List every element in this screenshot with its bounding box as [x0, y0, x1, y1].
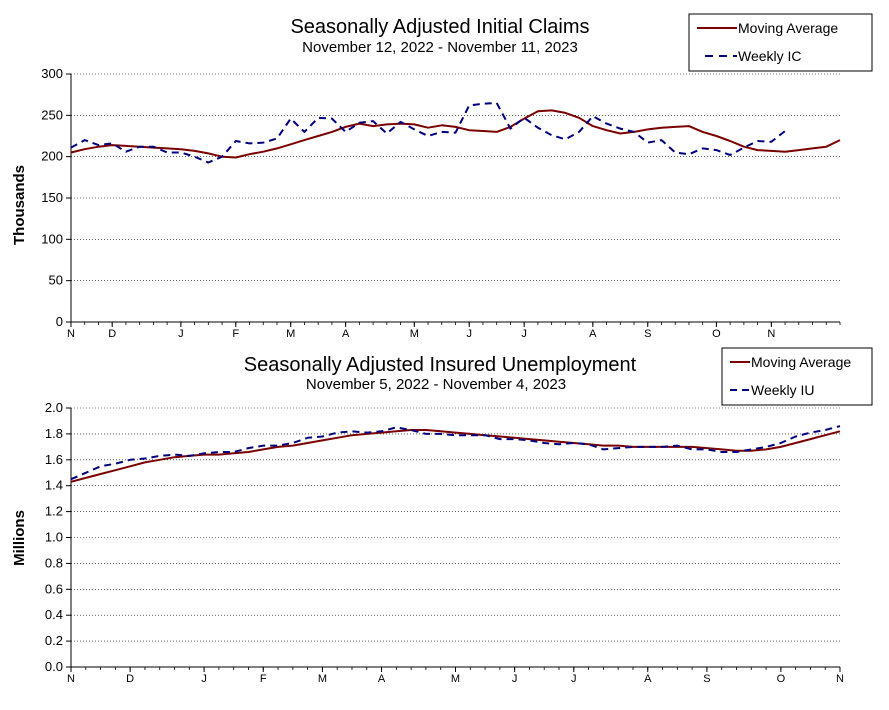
chart1-x-tick-label: O [712, 328, 721, 340]
chart2-x-tick-label: J [571, 673, 577, 685]
chart1-x-tick-label: M [410, 328, 419, 340]
chart2-x-tick-label: J [201, 673, 207, 685]
chart1-x-tick-label: N [767, 328, 775, 340]
chart2-x-tick-label: D [126, 673, 134, 685]
chart2-y-tick-label: 1.6 [45, 452, 63, 467]
chart2-x-tick-label: F [260, 673, 267, 685]
chart1-x-tick-label: M [286, 328, 295, 340]
chart1-legend-box [688, 13, 873, 72]
chart1-y-tick-label: 250 [41, 107, 63, 122]
chart1-legend-weekly-ic: Weekly IC [738, 48, 802, 64]
chart1-x-tick-label: J [178, 328, 184, 340]
chart2-plot: 0.0 0.2 0.4 0.6 0.8 1.0 1.2 1.4 1.6 1.8 2.0 N D J F M A M… [45, 400, 844, 685]
chart2-x-tick-label: N [836, 673, 844, 685]
chart1-y-tick-label: 100 [41, 231, 63, 246]
chart2-x-tick-label: M [318, 673, 327, 685]
chart1-y-axis-label: Thousands [11, 165, 28, 245]
chart2-x-tick-label: S [703, 673, 710, 685]
chart2-series-moving-average [70, 429, 841, 483]
chart2-y-tick-label: 0.4 [45, 607, 63, 622]
chart2-subtitle: November 5, 2022 - November 4, 2023 [306, 376, 566, 393]
chart2-title: Seasonally Adjusted Insured Unemployment [244, 354, 637, 376]
chart1-x-tick-label: F [232, 328, 239, 340]
chart1-x-tick-label: J [466, 328, 472, 340]
chart2-x-tick-label: O [777, 673, 786, 685]
chart2-y-tick-label: 1.2 [45, 504, 63, 519]
chart2-y-tick-label: 1.0 [45, 530, 63, 545]
chart2-y-tick-label: 1.8 [45, 426, 63, 441]
chart2-x-tick-label: J [512, 673, 518, 685]
chart2-legend: Moving Average Weekly IU [721, 347, 873, 406]
chart1-legend-moving-average: Moving Average [738, 20, 838, 36]
chart2-x-tick-label: A [378, 673, 386, 685]
chart2-series-weekly-iu [70, 425, 841, 481]
chart1-title: Seasonally Adjusted Initial Claims [290, 16, 589, 38]
chart1-y-tick-label: 50 [49, 273, 63, 288]
chart1-series-weekly-ic [70, 101, 786, 164]
chart1-plot: 0 50 100 150 200 250 300 N D J F M A M J J A S O N [41, 66, 841, 340]
chart2-legend-moving-average: Moving Average [751, 354, 851, 370]
chart1-x-tick-label: S [644, 328, 651, 340]
chart2-y-tick-label: 0.2 [45, 633, 63, 648]
chart1-series-moving-average [70, 109, 841, 159]
chart1-subtitle: November 12, 2022 - November 11, 2023 [302, 39, 578, 56]
chart1-y-tick-label: 0 [56, 314, 63, 329]
plot-areas: 0 50 100 150 200 250 300 N D J F M A M J J A S O N 0.0 0.2 0.4… [41, 66, 844, 685]
chart1-y-tick-label: 300 [41, 66, 63, 81]
chart2-y-tick-label: 0.8 [45, 555, 63, 570]
chart1-legend: Moving Average Weekly IC [688, 13, 873, 72]
chart2-y-axis-label: Millions [11, 510, 28, 566]
chart1-x-tick-label: D [108, 328, 116, 340]
chart2-y-tick-label: 0.0 [45, 659, 63, 674]
chart1-x-tick-label: A [342, 328, 350, 340]
chart1-y-tick-label: 200 [41, 149, 63, 164]
chart2-legend-box [721, 347, 873, 406]
chart2-x-tick-label: M [451, 673, 460, 685]
chart2-legend-weekly-iu: Weekly IU [751, 382, 815, 398]
chart2-x-tick-label: A [644, 673, 652, 685]
chart2-x-tick-label: N [67, 673, 75, 685]
chart2-y-tick-label: 2.0 [45, 400, 63, 415]
chart1-x-tick-label: N [67, 328, 75, 340]
chart2-y-tick-label: 1.4 [45, 478, 63, 493]
chart1-y-tick-label: 150 [41, 190, 63, 205]
chart2-y-tick-label: 0.6 [45, 581, 63, 596]
chart1-x-tick-label: J [521, 328, 527, 340]
chart1-x-tick-label: A [589, 328, 597, 340]
